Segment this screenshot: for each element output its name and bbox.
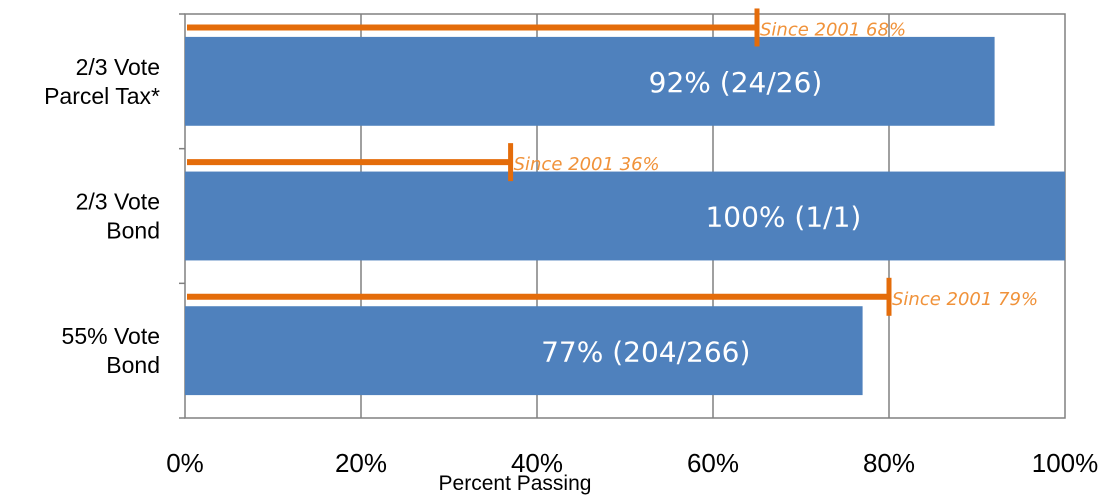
bar (185, 171, 1065, 261)
category-label: Bond (106, 218, 160, 244)
reference-data-label: Since 2001 68% (760, 19, 906, 40)
category-label: 2/3 Vote (76, 54, 160, 80)
bar (185, 306, 863, 396)
bar-data-label: 100% (1/1) (705, 201, 861, 234)
x-tick-label: 0% (166, 448, 204, 478)
reference-data-label: Since 2001 79% (892, 289, 1038, 310)
bars: 92% (24/26) 100% (1/1) 77% (204/266) (185, 36, 1065, 396)
x-tick-label: 60% (687, 448, 739, 478)
category-label: Parcel Tax* (44, 83, 160, 109)
bar-data-label: 77% (204/266) (541, 335, 750, 368)
x-axis-title: Percent Passing (439, 472, 592, 495)
category-label: 2/3 Vote (76, 189, 160, 215)
bar (185, 36, 995, 126)
category-labels: 2/3 Vote Parcel Tax* 2/3 Vote Bond 55% Vote B… (44, 54, 160, 378)
x-tick-label: 100% (1032, 448, 1099, 478)
x-tick-label: 80% (863, 448, 915, 478)
reference-lines: Since 2001 68% Since 2001 36% Since 2001 7… (187, 8, 1038, 316)
x-tick-label: 40% (511, 448, 563, 478)
category-label: Bond (106, 352, 160, 378)
reference-data-label: Since 2001 36% (514, 154, 660, 175)
bar-data-label: 92% (24/26) (649, 66, 823, 99)
category-label: 55% Vote (62, 323, 160, 349)
x-tick-label: 20% (335, 448, 387, 478)
x-tick-labels: 0% 20% 40% 60% 80% 100% (166, 448, 1098, 478)
